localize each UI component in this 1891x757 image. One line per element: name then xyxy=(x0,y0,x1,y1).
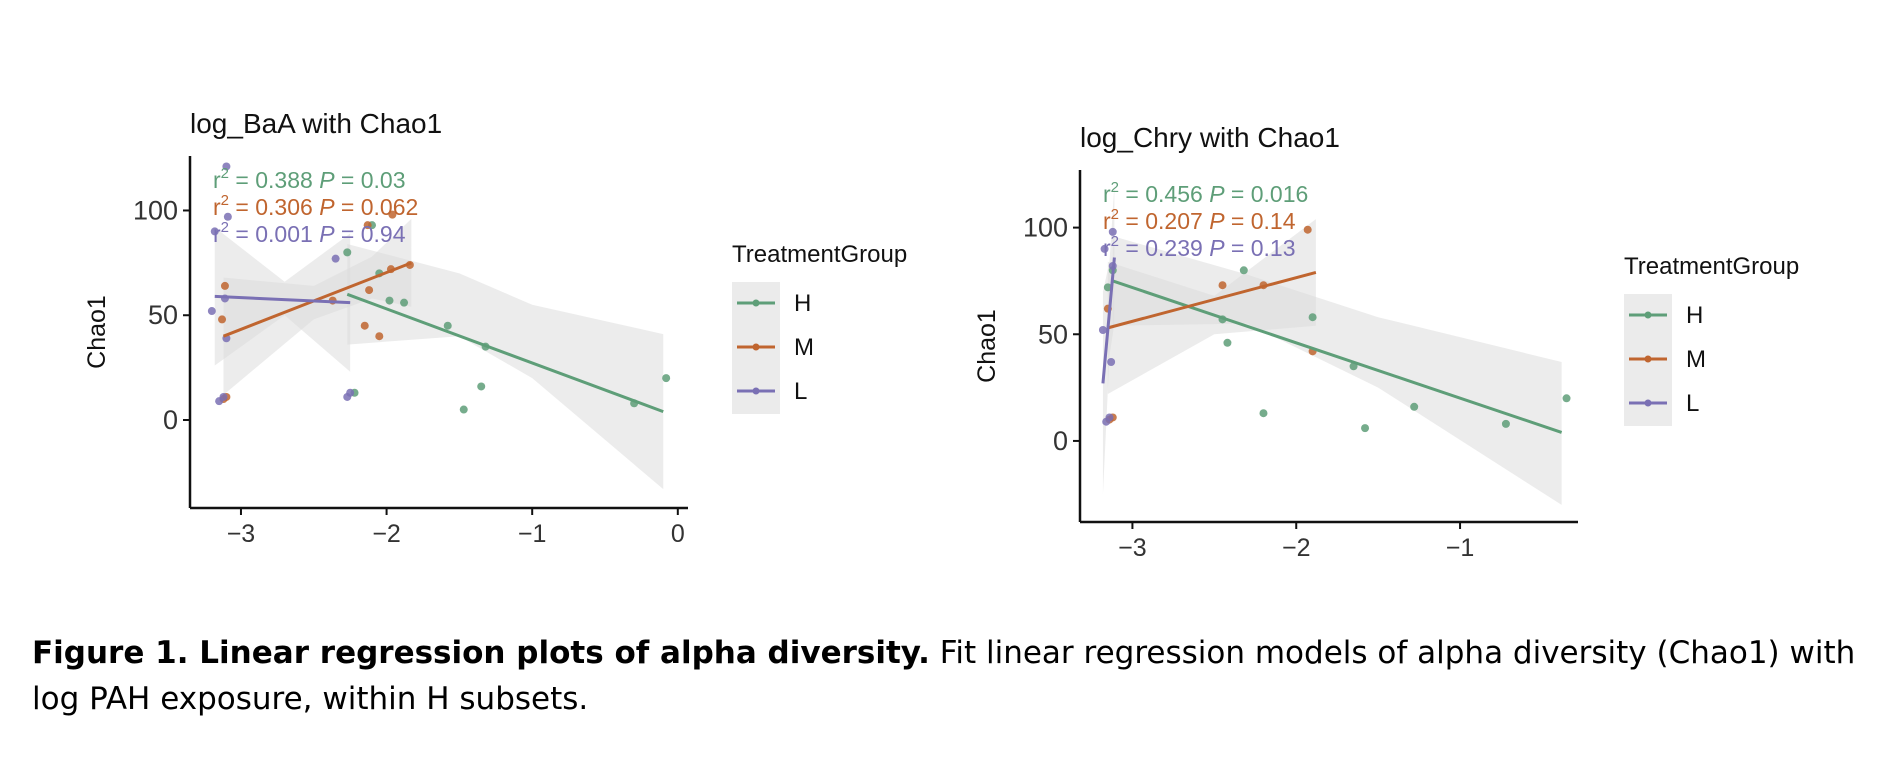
chart-title: log_BaA with Chao1 xyxy=(190,108,442,139)
data-point-L xyxy=(346,388,355,397)
x-tick-label: 0 xyxy=(671,520,685,548)
data-point-H xyxy=(477,382,486,391)
data-point-H xyxy=(1259,409,1268,418)
stat-label-H: r2 = 0.456 P = 0.016 xyxy=(1103,179,1308,207)
band-H xyxy=(347,244,664,490)
data-point-L xyxy=(1105,413,1114,422)
x-tick-label: −3 xyxy=(227,520,256,548)
y-axis-label: Chao1 xyxy=(83,295,111,369)
y-tick-label: 100 xyxy=(1023,213,1068,243)
figure-plots: log_BaA with Chao1 Chao1 0 50 100 −3 −2 −1 0 r2 =… xyxy=(83,108,1799,562)
chart-title: log_Chry with Chao1 xyxy=(1080,122,1340,153)
fit-line-M xyxy=(222,261,412,338)
data-point-H xyxy=(400,298,409,307)
fit-line-L xyxy=(214,294,351,305)
band-M xyxy=(1107,219,1316,394)
x-tick-label: −2 xyxy=(372,520,401,548)
data-point-M xyxy=(1303,225,1312,234)
confidence-bands xyxy=(214,218,664,490)
data-point-H xyxy=(1239,266,1248,275)
legend-key-point-H xyxy=(1644,311,1652,319)
data-point-H xyxy=(385,296,394,305)
caption-bold: Figure 1. Linear regression plots of alp… xyxy=(32,635,930,671)
fit-line-H xyxy=(346,292,664,414)
y-tick-label: 50 xyxy=(148,300,178,330)
data-point-L xyxy=(210,227,219,236)
x-tick-label: −3 xyxy=(1118,534,1147,562)
data-point-L xyxy=(222,162,231,171)
data-point-L xyxy=(1107,358,1116,366)
legend-entry-L: L xyxy=(794,378,807,405)
legend-title: TreatmentGroup xyxy=(732,241,907,268)
data-point-L xyxy=(331,254,340,263)
data-point-L xyxy=(1108,227,1117,236)
y-tick-label: 0 xyxy=(163,405,178,435)
data-point-M xyxy=(375,332,384,341)
data-point-H xyxy=(1410,402,1419,411)
data-point-H xyxy=(1223,338,1232,347)
legend-entry-H: H xyxy=(1686,302,1703,329)
legend-key-point-M xyxy=(1644,355,1652,363)
stat-label-L: r2 = 0.239 P = 0.13 xyxy=(1103,233,1296,261)
data-point-L xyxy=(1098,326,1107,334)
y-tick-label: 50 xyxy=(1038,319,1068,349)
x-tick-label: −1 xyxy=(518,520,547,548)
fit-line-M xyxy=(1107,270,1317,330)
data-point-H xyxy=(1361,424,1370,433)
legend-entry-L: L xyxy=(1686,390,1699,417)
data-point-M xyxy=(220,281,229,290)
chart-panel-2: log_Chry with Chao1 Chao1 0 50 100 −3 −2 −1 r2 =… xyxy=(973,122,1799,562)
legend: TreatmentGroup HML xyxy=(1624,253,1799,426)
chart-panel-1: log_BaA with Chao1 Chao1 0 50 100 −3 −2 −1 0 r2 =… xyxy=(83,108,907,548)
legend-title: TreatmentGroup xyxy=(1624,253,1799,280)
data-point-H xyxy=(1103,283,1112,292)
data-point-M xyxy=(363,221,372,230)
data-point-M xyxy=(218,315,227,324)
caption-rest: Fit linear regression models of alpha di… xyxy=(32,635,1856,717)
legend: TreatmentGroup HML xyxy=(732,241,907,414)
legend-entry-H: H xyxy=(794,290,811,317)
data-point-H xyxy=(459,405,468,414)
stat-label-L: r2 = 0.001 P = 0.94 xyxy=(213,219,406,247)
legend-key-point-M xyxy=(752,343,760,351)
fit-line-L xyxy=(1101,257,1116,384)
data-point-H xyxy=(1308,313,1317,322)
data-point-H xyxy=(343,248,352,257)
data-point-L xyxy=(207,307,216,316)
figure-caption: Figure 1. Linear regression plots of alp… xyxy=(32,630,1862,722)
stat-label-M: r2 = 0.207 P = 0.14 xyxy=(1103,206,1296,234)
data-point-H xyxy=(1562,394,1571,403)
data-point-H xyxy=(443,321,452,330)
data-point-L xyxy=(219,392,228,401)
data-point-H xyxy=(662,374,671,383)
legend-key-point-H xyxy=(752,299,760,307)
y-tick-label: 100 xyxy=(133,195,178,225)
band-H xyxy=(1112,236,1562,505)
data-point-L xyxy=(223,212,232,221)
points-M xyxy=(218,210,414,404)
legend-entry-M: M xyxy=(794,334,814,361)
x-tick-label: −2 xyxy=(1282,534,1311,562)
data-point-M xyxy=(360,321,369,330)
data-point-H xyxy=(1501,419,1510,428)
data-point-M xyxy=(365,286,374,295)
y-tick-label: 0 xyxy=(1053,426,1068,456)
data-point-L xyxy=(1100,244,1109,253)
legend-key-point-L xyxy=(1644,399,1652,407)
stat-label-M: r2 = 0.306 P = 0.062 xyxy=(213,192,418,220)
legend-key-point-L xyxy=(752,387,760,395)
stat-label-H: r2 = 0.388 P = 0.03 xyxy=(213,165,406,193)
legend-entry-M: M xyxy=(1686,346,1706,373)
y-axis-label: Chao1 xyxy=(973,309,1001,383)
data-point-M xyxy=(388,210,397,219)
data-point-M xyxy=(1218,281,1227,290)
x-tick-label: −1 xyxy=(1446,534,1475,562)
